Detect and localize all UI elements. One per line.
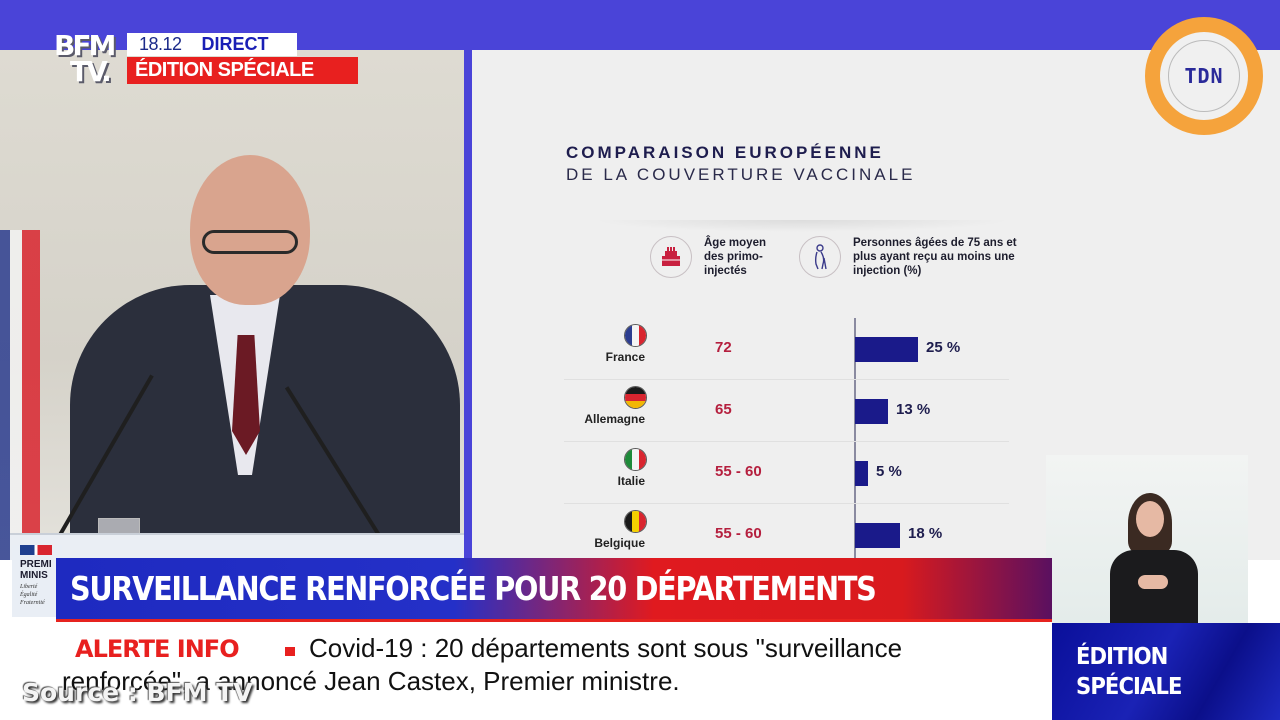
live-badge: 18.12 DIRECT	[127, 33, 297, 56]
average-age-value: 55 - 60	[715, 463, 762, 480]
slide-title: COMPARAISON EUROPÉENNE	[566, 143, 884, 162]
average-age-value: 72	[715, 339, 732, 356]
watermark-logo: TDN	[1145, 17, 1263, 135]
birthday-cake-icon	[650, 236, 692, 278]
broadcast-time: 18.12	[139, 34, 182, 54]
coverage-percent: 18 %	[908, 525, 943, 542]
flag-icon	[624, 324, 647, 347]
live-label: DIRECT	[201, 34, 269, 54]
table-row: Belgique 55 - 60 18 %	[564, 504, 1009, 560]
speaker-video	[0, 50, 464, 560]
coverage-percent: 25 %	[926, 339, 961, 356]
slide-subtitle: DE LA COUVERTURE VACCINALE	[566, 165, 916, 184]
coverage-percent: 13 %	[896, 401, 931, 418]
flag-icon	[624, 448, 647, 471]
average-age-value: 65	[715, 401, 732, 418]
country-name: France	[605, 350, 645, 364]
alert-label: ALERTE INFO	[75, 635, 240, 663]
coverage-bar	[855, 337, 918, 362]
table-row: Italie 55 - 60 5 %	[564, 442, 1009, 504]
separator-square-icon	[285, 647, 295, 656]
chart-axis	[854, 318, 856, 560]
french-flag	[0, 230, 40, 560]
edition-speciale-box: ÉDITION SPÉCIALE	[1052, 623, 1280, 720]
coverage-percent: 5 %	[876, 463, 902, 480]
podium	[10, 533, 464, 560]
coverage-bar	[855, 461, 868, 486]
flag-icon	[624, 510, 647, 533]
column-header-elderly: Personnes âgées de 75 ans et plus ayant …	[799, 236, 1017, 278]
speaker	[60, 105, 464, 560]
source-caption: Source : BFM TV	[22, 678, 253, 707]
ticker-text-line2: renforcée", a annoncé Jean Castex, Premi…	[62, 666, 680, 696]
average-age-value: 55 - 60	[715, 525, 762, 542]
sign-language-interpreter	[1046, 455, 1248, 623]
country-name: Allemagne	[584, 412, 645, 426]
channel-logo: BFM TV.	[54, 29, 116, 88]
ticker-text-line1: Covid-19 : 20 départements sont sous "su…	[309, 633, 903, 663]
elderly-person-icon	[799, 236, 841, 278]
flag-icon	[624, 386, 647, 409]
water-glass	[98, 518, 140, 534]
column-header-age: Âge moyen des primo- injectés	[650, 236, 766, 278]
news-ticker	[0, 622, 1052, 720]
table-row: France 72 25 %	[564, 318, 1009, 380]
headline-banner: SURVEILLANCE RENFORCÉE POUR 20 DÉPARTEME…	[56, 558, 1052, 622]
edition-badge: ÉDITION SPÉCIALE	[127, 57, 358, 84]
divider	[592, 220, 1012, 232]
slide-border	[464, 50, 472, 560]
table-row: Allemagne 65 13 %	[564, 380, 1009, 442]
coverage-bar	[855, 399, 888, 424]
headline-text: SURVEILLANCE RENFORCÉE POUR 20 DÉPARTEME…	[70, 569, 877, 608]
coverage-bar	[855, 523, 900, 548]
marianne-icon	[20, 545, 52, 555]
country-name: Italie	[617, 474, 645, 488]
country-name: Belgique	[594, 536, 645, 550]
government-logo: PREMI MINIS Liberté Égalité Fraternité	[12, 545, 62, 617]
